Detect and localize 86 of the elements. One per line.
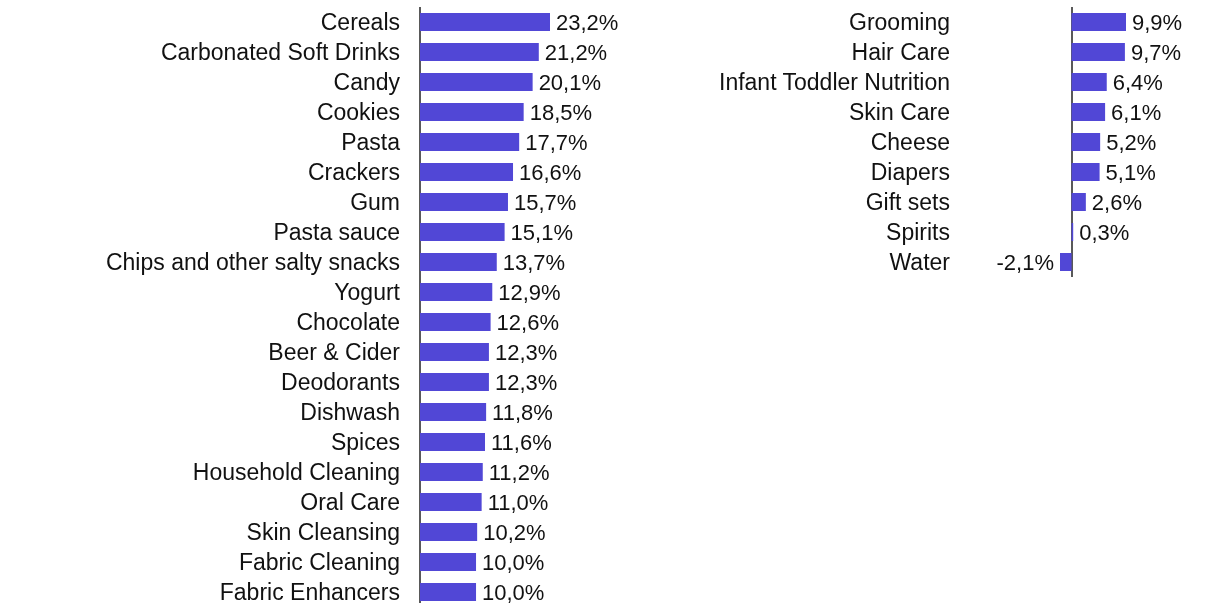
data-label: 15,1% [510,219,573,245]
data-label: -2,1% [996,249,1054,275]
data-label: 2,6% [1091,189,1143,215]
y-tick-label: Water [889,249,951,275]
y-tick-label: Pasta [341,129,401,155]
data-label: 17,7% [525,129,588,155]
data-label: 10,0% [482,579,545,603]
y-tick-label: Cereals [320,9,400,35]
data-label: 0,3% [1079,219,1130,245]
y-tick-label: Cheese [870,129,950,155]
y-tick-label: Gift sets [865,189,950,215]
y-tick-label: Deodorants [281,369,400,395]
data-label: 9,7% [1130,39,1182,65]
y-tick-label: Diapers [870,159,950,185]
y-tick-label: Household Cleaning [192,459,400,485]
bar [420,283,493,301]
y-tick-label: Cookies [316,99,400,125]
data-label: 5,1% [1105,159,1156,185]
y-tick-label: Skin Care [849,99,950,125]
y-tick-label: Gum [350,189,400,215]
bar [420,43,539,61]
bar [420,493,482,511]
bar [420,223,505,241]
y-tick-label: Dishwash [300,399,400,425]
bar [420,343,489,361]
data-label: 11,0% [487,489,549,515]
bar [1071,133,1101,151]
data-label: 11,2% [488,459,550,485]
data-label: 10,0% [482,549,545,575]
bar [420,583,477,601]
data-label: 20,1% [538,69,602,95]
bar [420,403,487,421]
y-tick-label: Fabric Cleaning [238,549,400,575]
bar [1071,193,1086,211]
data-label: 18,5% [529,99,593,125]
data-label: 9,9% [1132,9,1183,35]
bar [1071,13,1126,31]
y-tick-label: Chocolate [296,309,400,335]
data-label: 12,3% [494,369,558,395]
bar [420,133,520,151]
data-label: 12,6% [496,309,559,335]
y-tick-label: Infant Toddler Nutrition [719,69,950,95]
data-label: 11,6% [491,429,552,455]
y-tick-label: Skin Cleansing [246,519,400,545]
data-label: 15,7% [513,189,577,215]
y-tick-label: Carbonated Soft Drinks [160,39,400,65]
bar [420,463,483,481]
bar [420,553,477,571]
bar [420,73,533,91]
bar [420,373,489,391]
data-label: 11,8% [492,399,553,425]
y-tick-label: Beer & Cider [268,339,401,365]
data-label: 5,2% [1106,129,1157,155]
data-label: 23,2% [556,9,619,35]
y-tick-label: Grooming [849,9,950,35]
bar [1071,73,1107,91]
bar [420,313,491,331]
bar [420,253,497,271]
bar [420,163,514,181]
y-tick-label: Spices [330,429,400,455]
data-label: 6,1% [1111,99,1162,125]
y-tick-label: Spirits [886,219,950,245]
y-tick-label: Hair Care [851,39,950,65]
bar [420,103,524,121]
data-label: 16,6% [519,159,582,185]
y-tick-label: Crackers [307,159,400,185]
bar [420,523,478,541]
y-tick-label: Fabric Enhancers [219,579,400,603]
y-tick-label: Candy [333,69,401,95]
bar [1060,253,1072,271]
bar [1071,163,1100,181]
y-tick-label: Oral Care [300,489,400,515]
bar [1071,103,1106,121]
data-label: 21,2% [544,39,608,65]
y-tick-label: Yogurt [334,279,401,305]
data-label: 6,4% [1112,69,1163,95]
data-label: 13,7% [502,249,566,275]
data-label: 12,3% [494,339,558,365]
bar [1071,43,1125,61]
bar [420,433,485,451]
y-tick-label: Pasta sauce [273,219,400,245]
data-label: 12,9% [498,279,561,305]
data-label: 10,2% [483,519,546,545]
bar [420,193,508,211]
bar [420,13,550,31]
y-tick-label: Chips and other salty snacks [105,249,400,275]
